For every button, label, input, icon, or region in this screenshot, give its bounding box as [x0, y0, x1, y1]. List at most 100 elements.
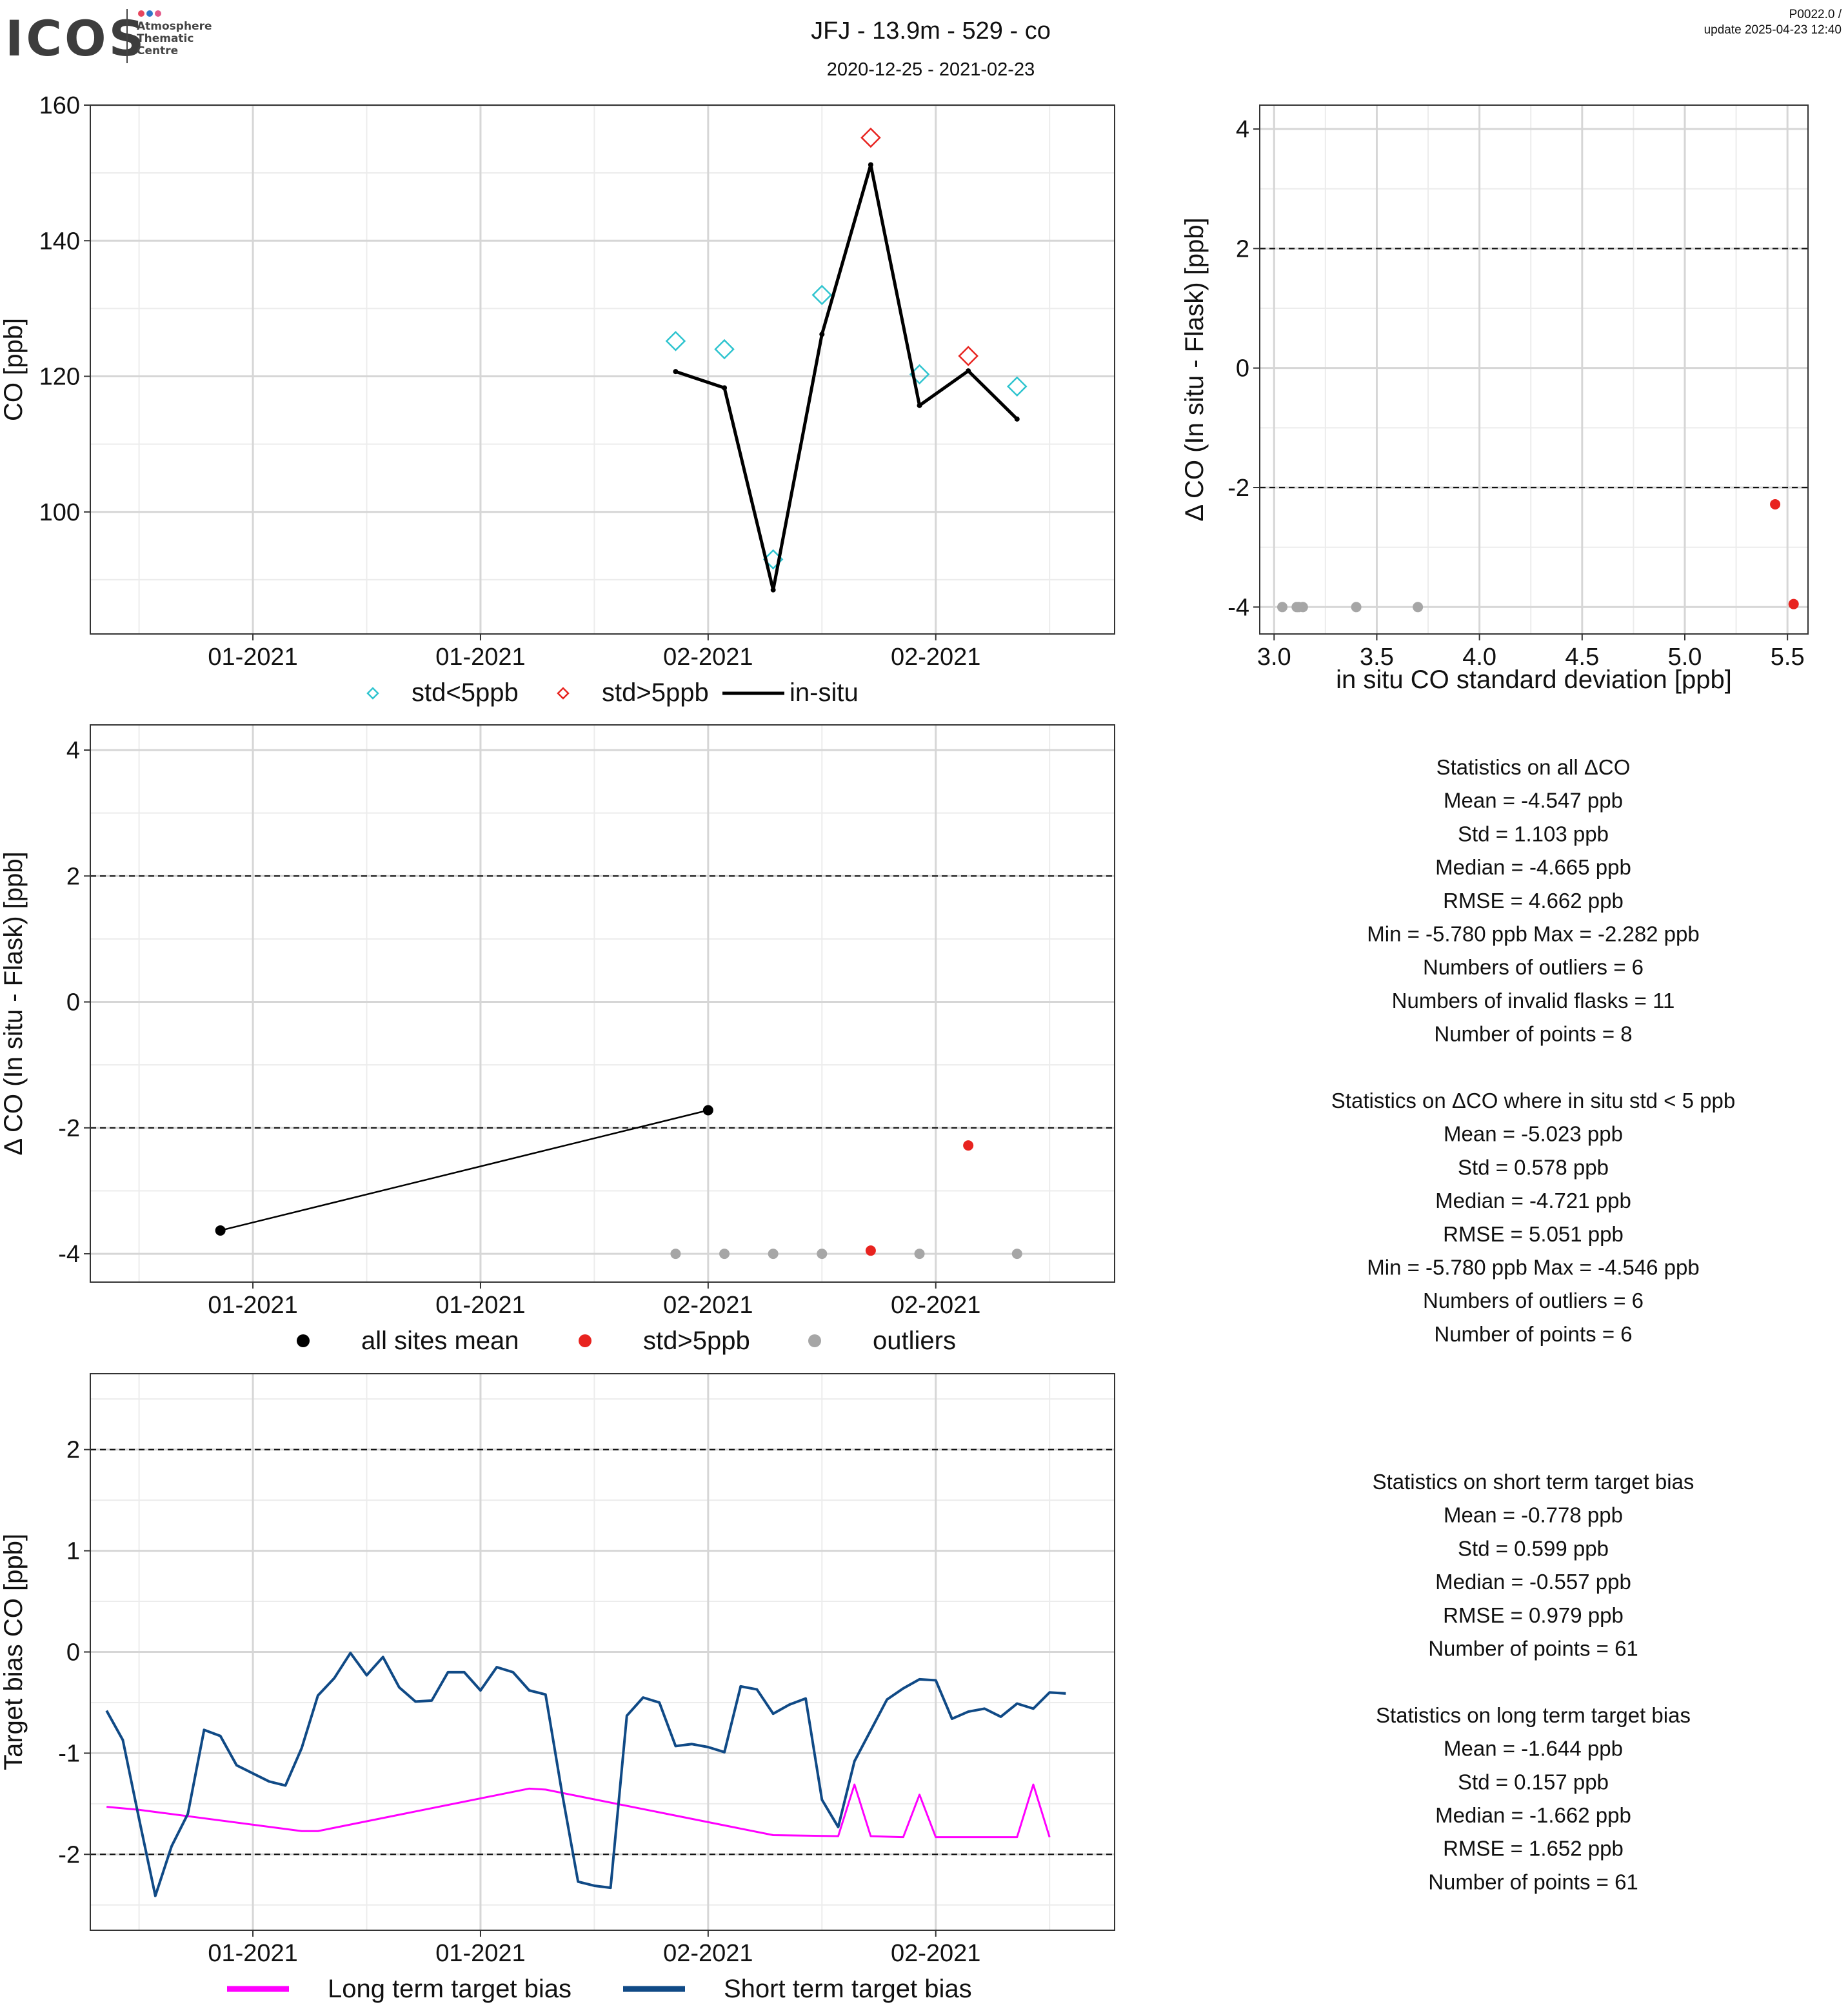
y-tick-label: 1	[66, 1538, 80, 1565]
y-tick-label: -4	[1227, 594, 1249, 621]
scatter-point	[1293, 602, 1304, 613]
legend-label: in-situ	[790, 678, 859, 707]
legend-label: outliers	[873, 1327, 956, 1355]
scatter-point	[1277, 602, 1288, 613]
stat-line: Std = 1.103 ppb	[1458, 822, 1609, 845]
scatter-point	[1770, 499, 1781, 509]
x-tick-label: 01-2021	[208, 1292, 297, 1319]
stat-line: Mean = -1.644 ppb	[1444, 1737, 1623, 1761]
y-tick-label: 4	[66, 737, 80, 764]
x-tick-label: 01-2021	[435, 1940, 525, 1967]
x-tick-label: 3.5	[1360, 644, 1394, 671]
logo-dot-pink	[155, 10, 161, 17]
scatter-point	[702, 1105, 713, 1116]
y-tick-label: 2	[66, 1437, 80, 1464]
insitu-point	[770, 587, 776, 593]
chart-co_timeseries: 01-2021 01-2021 02-2021 02-2021 100 120 140 160…	[0, 92, 1115, 707]
y-tick-label: -1	[58, 1740, 80, 1767]
y-axis-label: Δ CO (In situ - Flask) [ppb]	[0, 851, 28, 1155]
x-tick-label: 4.5	[1565, 644, 1599, 671]
stat-line: Median = -0.557 ppb	[1435, 1570, 1631, 1594]
legend-label: std<5ppb	[412, 678, 519, 707]
stat-line: Number of points = 61	[1428, 1637, 1638, 1661]
stat-line: Mean = -0.778 ppb	[1444, 1503, 1623, 1527]
y-tick-label: 2	[66, 863, 80, 890]
scatter-point	[1011, 1249, 1022, 1260]
stats-delta: Statistics on all ΔCO Mean = -4.547 ppb St…	[1331, 755, 1735, 1346]
y-tick-label: 2	[1236, 235, 1249, 262]
stat-line: RMSE = 4.662 ppb	[1443, 889, 1624, 913]
legend-key-dot	[579, 1334, 591, 1347]
y-tick-label: 0	[1236, 355, 1249, 382]
stat-line: Statistics on all ΔCO	[1436, 755, 1631, 779]
legend-key-dot	[808, 1334, 821, 1347]
stat-line: RMSE = 5.051 ppb	[1443, 1222, 1624, 1246]
stat-line: Statistics on long term target bias	[1376, 1703, 1691, 1727]
x-tick-label: 02-2021	[663, 1940, 753, 1967]
page-title: JFJ - 13.9m - 529 - co	[811, 17, 1051, 44]
x-tick-label: 01-2021	[208, 1940, 297, 1967]
insitu-point	[917, 402, 922, 408]
x-tick-label: 02-2021	[891, 1292, 980, 1319]
icos-logo: ICOS Atmosphere Thematic Centre	[5, 9, 212, 67]
y-tick-label: 0	[66, 989, 80, 1016]
x-tick-label: 02-2021	[891, 1940, 980, 1967]
x-tick-label: 01-2021	[435, 644, 525, 671]
scatter-point	[1788, 598, 1799, 609]
x-tick-label: 02-2021	[663, 644, 753, 671]
insitu-point	[868, 162, 873, 168]
series-short-term-target-bias	[105, 1652, 1066, 1897]
y-tick-label: -2	[1227, 475, 1249, 502]
x-tick-label: 01-2021	[208, 644, 297, 671]
insitu-point	[819, 331, 825, 337]
x-tick-label: 01-2021	[435, 1292, 525, 1319]
plot-panel	[90, 105, 1115, 634]
x-tick-label: 3.0	[1257, 644, 1291, 671]
stat-line: Mean = -5.023 ppb	[1444, 1122, 1623, 1146]
insitu-line	[675, 163, 1018, 592]
legend: Long term target bias Short term target b…	[227, 1975, 972, 2003]
flask-diamond-point	[958, 346, 979, 366]
stat-line: Median = -4.665 ppb	[1435, 855, 1631, 879]
stat-line: Min = -5.780 ppb Max = -4.546 ppb	[1367, 1256, 1700, 1280]
scatter-point	[817, 1249, 828, 1260]
stat-line: Numbers of invalid flasks = 11	[1392, 989, 1675, 1013]
stat-line: Number of points = 6	[1434, 1322, 1632, 1346]
page-subtitle: 2020-12-25 - 2021-02-23	[827, 59, 1035, 80]
x-axis-label: in situ CO standard deviation [ppb]	[1336, 666, 1732, 694]
y-tick-label: -2	[58, 1841, 80, 1868]
legend-label: std>5ppb	[643, 1327, 750, 1355]
stat-line: Number of points = 61	[1428, 1870, 1638, 1893]
logo-sub-1: Atmosphere	[137, 20, 212, 33]
insitu-point	[722, 385, 728, 391]
series-std-5ppb	[860, 127, 979, 366]
series-outliers	[1277, 602, 1424, 613]
y-tick-label: 160	[39, 92, 80, 119]
y-axis-label: CO [ppb]	[0, 318, 28, 421]
series-std-5ppb	[865, 1140, 974, 1256]
scatter-point	[865, 1245, 876, 1256]
y-tick-label: -4	[58, 1241, 80, 1268]
stats-bias: Statistics on short term target bias Mean…	[1373, 1470, 1694, 1893]
logo-dot-red	[138, 10, 144, 17]
y-axis-label: Target bias CO [ppb]	[0, 1534, 28, 1770]
bias-line	[105, 1652, 1066, 1897]
series-in-situ	[673, 162, 1020, 593]
legend-key-diamond	[366, 687, 379, 700]
stat-line: RMSE = 0.979 ppb	[1443, 1603, 1624, 1627]
series-outliers	[670, 1249, 1022, 1260]
flask-diamond-point	[1006, 376, 1028, 397]
y-tick-label: 140	[39, 228, 80, 255]
x-tick-label: 5.0	[1668, 644, 1702, 671]
legend: std<5ppb std>5ppb in-situ	[366, 678, 859, 707]
insitu-point	[966, 368, 971, 374]
insitu-point	[1014, 416, 1020, 422]
legend-label: std>5ppb	[602, 678, 709, 707]
y-tick-label: 100	[39, 499, 80, 526]
legend: all sites mean std>5ppb outliers	[297, 1327, 956, 1355]
logo-sub-3: Centre	[137, 44, 178, 57]
logo-sub-2: Thematic	[137, 32, 194, 45]
stat-line: Number of points = 8	[1434, 1022, 1632, 1046]
scatter-point	[768, 1249, 779, 1260]
